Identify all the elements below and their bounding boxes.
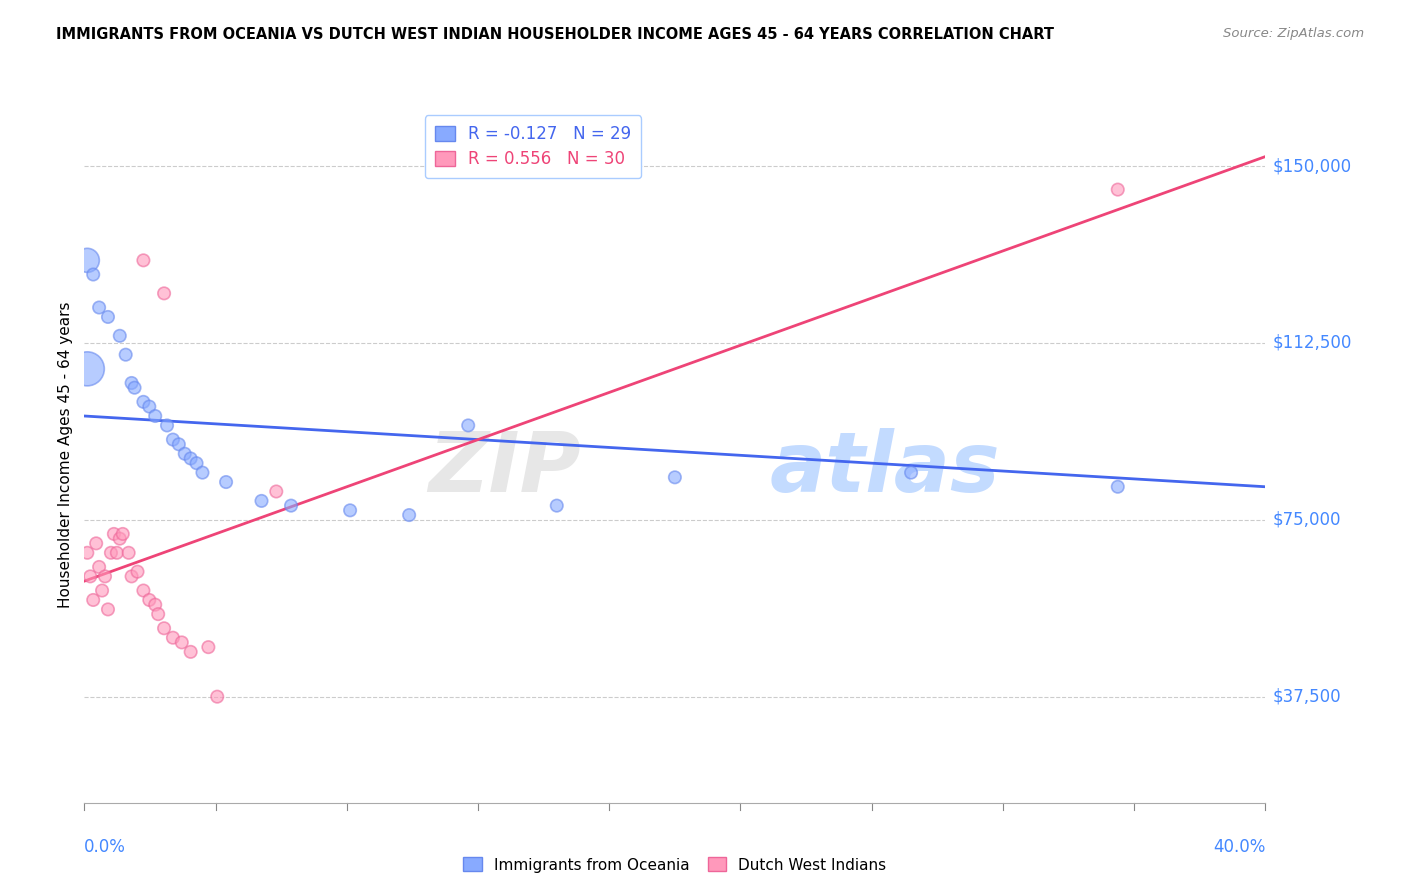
Point xyxy=(76,253,98,268)
Point xyxy=(132,395,155,409)
Point xyxy=(82,268,104,282)
Point xyxy=(398,508,420,522)
Point xyxy=(143,598,166,612)
Legend: Immigrants from Oceania, Dutch West Indians: Immigrants from Oceania, Dutch West Indi… xyxy=(457,851,893,879)
Point xyxy=(76,546,98,560)
Point xyxy=(546,499,568,513)
Point xyxy=(121,569,143,583)
Point xyxy=(111,527,134,541)
Text: 40.0%: 40.0% xyxy=(1213,838,1265,856)
Point xyxy=(132,583,155,598)
Point xyxy=(87,560,111,574)
Point xyxy=(250,494,273,508)
Text: $75,000: $75,000 xyxy=(1272,511,1341,529)
Point xyxy=(457,418,479,433)
Text: Source: ZipAtlas.com: Source: ZipAtlas.com xyxy=(1223,27,1364,40)
Point xyxy=(180,645,202,659)
Text: 0.0%: 0.0% xyxy=(84,838,127,856)
Point xyxy=(138,400,160,414)
Point xyxy=(121,376,143,390)
Point xyxy=(82,593,104,607)
Point xyxy=(1107,480,1129,494)
Point xyxy=(143,409,166,423)
Point xyxy=(180,451,202,466)
Point xyxy=(162,433,184,447)
Point xyxy=(124,381,146,395)
Point xyxy=(127,565,149,579)
Point xyxy=(170,635,193,649)
Point xyxy=(162,631,184,645)
Point xyxy=(339,503,361,517)
Point xyxy=(84,536,107,550)
Text: $37,500: $37,500 xyxy=(1272,688,1341,706)
Point xyxy=(138,593,160,607)
Point xyxy=(103,527,125,541)
Point xyxy=(264,484,288,499)
Point xyxy=(197,640,219,654)
Point xyxy=(87,301,111,315)
Text: atlas: atlas xyxy=(769,428,1000,509)
Point xyxy=(91,583,114,598)
Point xyxy=(664,470,686,484)
Point xyxy=(156,418,179,433)
Point xyxy=(108,532,131,546)
Point xyxy=(132,253,155,268)
Point xyxy=(153,286,176,301)
Point xyxy=(153,621,176,635)
Point xyxy=(280,499,302,513)
Point xyxy=(205,690,228,704)
Point xyxy=(900,466,922,480)
Point xyxy=(79,569,101,583)
Point xyxy=(118,546,141,560)
Point xyxy=(1107,183,1129,197)
Point xyxy=(105,546,128,560)
Point xyxy=(94,569,117,583)
Text: ZIP: ZIP xyxy=(427,428,581,509)
Point xyxy=(76,361,98,376)
Point xyxy=(186,456,208,470)
Point xyxy=(148,607,170,621)
Text: IMMIGRANTS FROM OCEANIA VS DUTCH WEST INDIAN HOUSEHOLDER INCOME AGES 45 - 64 YEA: IMMIGRANTS FROM OCEANIA VS DUTCH WEST IN… xyxy=(56,27,1054,42)
Point xyxy=(167,437,190,451)
Point xyxy=(173,447,195,461)
Point xyxy=(191,466,214,480)
Point xyxy=(114,348,136,362)
Point xyxy=(97,602,120,616)
Text: $112,500: $112,500 xyxy=(1272,334,1351,351)
Point xyxy=(215,475,238,489)
Text: $150,000: $150,000 xyxy=(1272,157,1351,175)
Point xyxy=(97,310,120,324)
Point xyxy=(100,546,122,560)
Y-axis label: Householder Income Ages 45 - 64 years: Householder Income Ages 45 - 64 years xyxy=(58,301,73,608)
Point xyxy=(108,328,131,343)
